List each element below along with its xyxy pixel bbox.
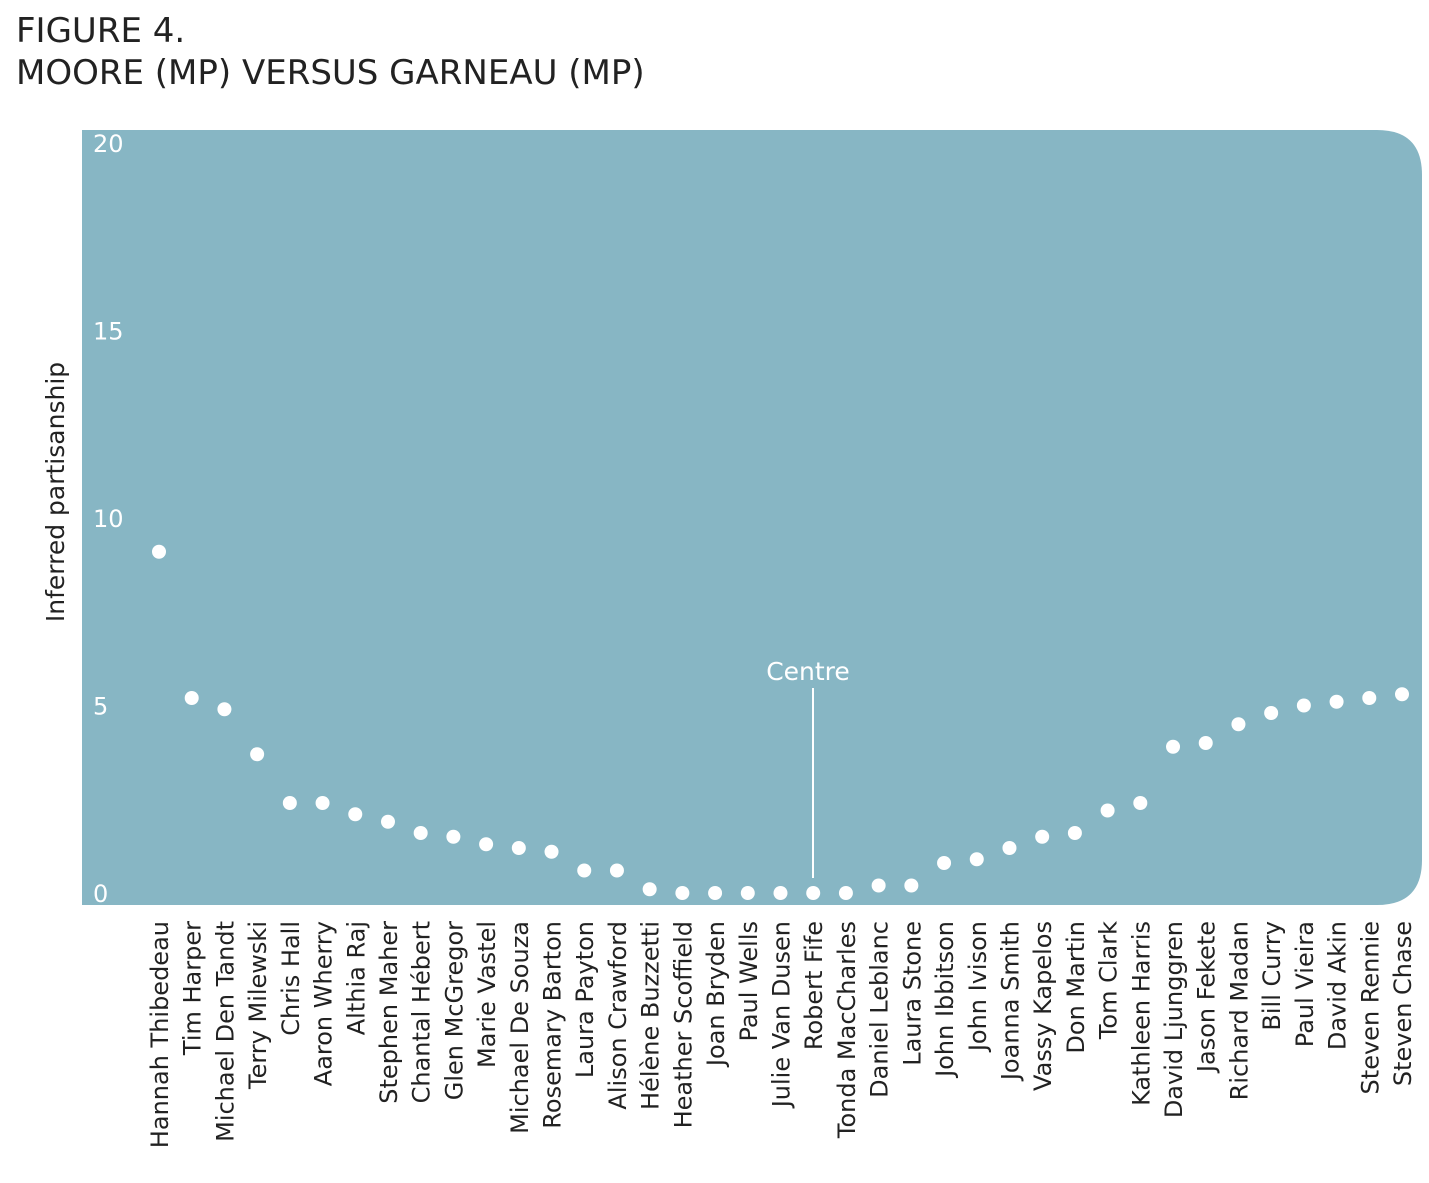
x-tick-label: Glen McGregor — [440, 921, 468, 1100]
dot — [937, 856, 952, 870]
dot — [1296, 698, 1311, 713]
x-tick-label: Paul Wells — [735, 921, 763, 1042]
x-tick-label: Michael Den Tandt — [211, 921, 239, 1142]
x-tick-label: Kathleen Harris — [1127, 921, 1155, 1106]
x-tick-label: David Ljunggren — [1160, 921, 1188, 1118]
dot — [871, 878, 886, 893]
x-tick-label: Marie Vastel — [473, 921, 501, 1068]
dot — [315, 796, 330, 810]
x-tick-label: Steven Rennie — [1356, 921, 1384, 1094]
annotation: Centre — [766, 657, 850, 686]
dot — [1035, 829, 1050, 844]
dot — [152, 544, 166, 559]
dot — [184, 691, 199, 705]
x-tick-label: Michael De Souza — [506, 921, 534, 1134]
dot — [904, 878, 919, 893]
dot — [773, 886, 788, 900]
x-tick-label: Julie Van Dusen — [768, 921, 796, 1109]
dot — [1231, 717, 1246, 732]
x-tick-label: Hélène Buzzetti — [637, 921, 665, 1110]
chart-title: MOORE (MP) VERSUS GARNEAU (MP) — [16, 53, 645, 93]
dot — [1329, 694, 1344, 709]
dot — [838, 886, 853, 900]
x-tick-label: Laura Stone — [898, 921, 926, 1066]
y-tick-label: 15 — [93, 318, 124, 346]
x-tick-label: Alison Crawford — [604, 921, 632, 1110]
y-tick-label: 0 — [93, 880, 108, 908]
x-tick-label: John Ivison — [964, 921, 992, 1053]
dot — [1067, 826, 1082, 840]
y-axis-label: Inferred partisanship — [41, 362, 70, 622]
x-tick-label: Stephen Maher — [375, 921, 403, 1104]
chart-title: FIGURE 4. — [16, 11, 185, 51]
x-tick-label: Joan Bryden — [702, 921, 730, 1068]
x-tick-label: Bill Curry — [1258, 921, 1286, 1031]
x-tick-label: Vassy Kapelos — [1029, 921, 1057, 1091]
dot — [1198, 736, 1213, 750]
x-tick-label: Aaron Wherry — [310, 921, 338, 1086]
dot — [1166, 739, 1181, 754]
dot — [1002, 841, 1017, 855]
x-tick-label: Robert Fife — [800, 921, 828, 1050]
dot — [348, 807, 363, 822]
dot — [217, 702, 232, 717]
x-tick-label: Don Martin — [1062, 921, 1090, 1054]
dot — [609, 863, 624, 878]
dot — [740, 886, 755, 900]
x-tick-label: Chris Hall — [277, 921, 305, 1036]
dot — [446, 829, 461, 844]
dot — [282, 796, 297, 810]
dot — [1395, 687, 1409, 702]
x-tick-label: Steven Chase — [1389, 921, 1417, 1086]
y-tick-label: 20 — [93, 130, 124, 158]
x-tick-label: Terry Milewski — [244, 921, 272, 1090]
dot — [969, 852, 984, 867]
x-tick-label: Rosemary Barton — [539, 921, 567, 1129]
x-tick-label: Althia Raj — [342, 921, 370, 1035]
dot — [250, 747, 265, 762]
dot — [544, 844, 559, 859]
dot — [511, 841, 526, 855]
dot — [675, 886, 690, 900]
dot — [380, 814, 395, 829]
x-tick-label: Tim Harper — [179, 921, 207, 1056]
x-tick-label: Richard Madan — [1225, 921, 1253, 1100]
dot — [1264, 706, 1279, 720]
x-tick-label: Daniel Leblanc — [866, 921, 894, 1098]
x-tick-label: Heather Scoffield — [669, 921, 697, 1128]
dot — [1133, 796, 1148, 810]
dot — [479, 837, 494, 852]
dot — [642, 882, 657, 897]
y-tick-label: 10 — [93, 505, 124, 533]
dot — [577, 863, 592, 878]
dot — [413, 826, 428, 840]
x-tick-label: David Akin — [1324, 921, 1352, 1050]
dot — [1100, 803, 1115, 818]
x-tick-label: Hannah Thibedeau — [146, 921, 174, 1148]
x-tick-label: Jason Fekete — [1193, 921, 1221, 1074]
dot — [806, 886, 821, 900]
x-tick-label: John Ibbitson — [931, 921, 959, 1079]
x-tick-label: Laura Payton — [571, 921, 599, 1078]
x-tick-label: Tonda MacCharles — [833, 921, 861, 1139]
plot-background — [82, 130, 1422, 905]
dot — [1362, 691, 1377, 705]
x-tick-label: Tom Clark — [1095, 921, 1123, 1040]
x-tick-label: Paul Vieira — [1291, 921, 1319, 1047]
y-tick-label: 5 — [93, 693, 108, 721]
x-tick-label: Joanna Smith — [996, 921, 1024, 1082]
x-tick-label: Chantal Hébert — [408, 921, 436, 1103]
dot — [708, 886, 723, 900]
